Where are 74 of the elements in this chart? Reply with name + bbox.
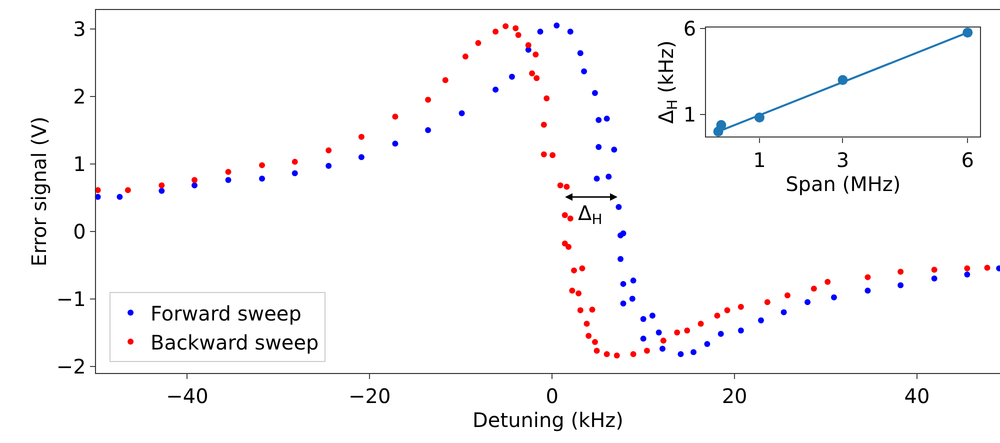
point [716,120,726,130]
y-tick-label: 3 [73,16,86,41]
point [577,50,584,56]
point [962,28,973,38]
point [704,340,710,347]
y-tick-label: 0 [73,219,86,244]
point [492,86,499,93]
point [780,309,787,316]
point [458,110,465,116]
y-tick-label: 2 [73,84,86,108]
point [898,282,904,288]
point [931,276,938,282]
point [158,188,165,194]
point [537,28,544,35]
point [596,116,602,123]
point [225,177,232,184]
x-axis-title: Span (MHz) [786,172,901,196]
point [640,316,646,322]
point [618,256,624,262]
point [326,162,332,169]
point [567,28,574,35]
point [690,349,696,356]
x-tick-label: −40 [166,384,208,408]
point [718,330,724,337]
legend-label: Forward sweep [150,301,302,326]
point [611,146,618,153]
point [358,154,364,160]
point [592,90,598,96]
point [606,174,612,180]
point [754,112,764,122]
point [292,170,298,176]
point [649,312,656,319]
x-tick-label: 6 [961,148,974,172]
point [758,317,764,324]
point [192,182,198,188]
point [678,351,684,358]
x-tick-label: −20 [348,384,391,408]
x-tick-label: 3 [836,148,850,172]
point [581,68,588,74]
point [964,271,970,278]
point [620,280,626,287]
point [864,288,871,294]
point [508,74,515,80]
y-axis-title: Error signal (V) [26,116,51,266]
text: Δ$_{H}$ [578,201,602,228]
point [616,204,622,210]
point [629,296,636,302]
point [392,140,398,147]
point [738,327,744,334]
point [259,176,266,182]
x-tick-label: 0 [546,384,558,408]
point [596,144,602,150]
y-tick-label: −2 [56,354,86,378]
point [425,127,432,134]
point [594,176,600,182]
point [804,299,811,306]
x-tick-label: 40 [904,384,930,408]
text: (kHz) [654,40,678,94]
point [620,300,626,306]
point [640,336,646,342]
x-axis-title: Detuning (kHz) [472,408,624,432]
point [830,294,837,300]
legend-label: Backward sweep [150,330,319,354]
point [659,346,666,352]
point [116,194,123,200]
x-tick-label: 1 [753,148,766,172]
y-tick-label: −1 [56,286,86,311]
point [630,278,636,284]
x-tick-label: 20 [722,384,748,408]
point [604,116,610,122]
point [554,22,560,29]
point [620,230,626,236]
point [656,330,662,336]
point [838,74,848,85]
